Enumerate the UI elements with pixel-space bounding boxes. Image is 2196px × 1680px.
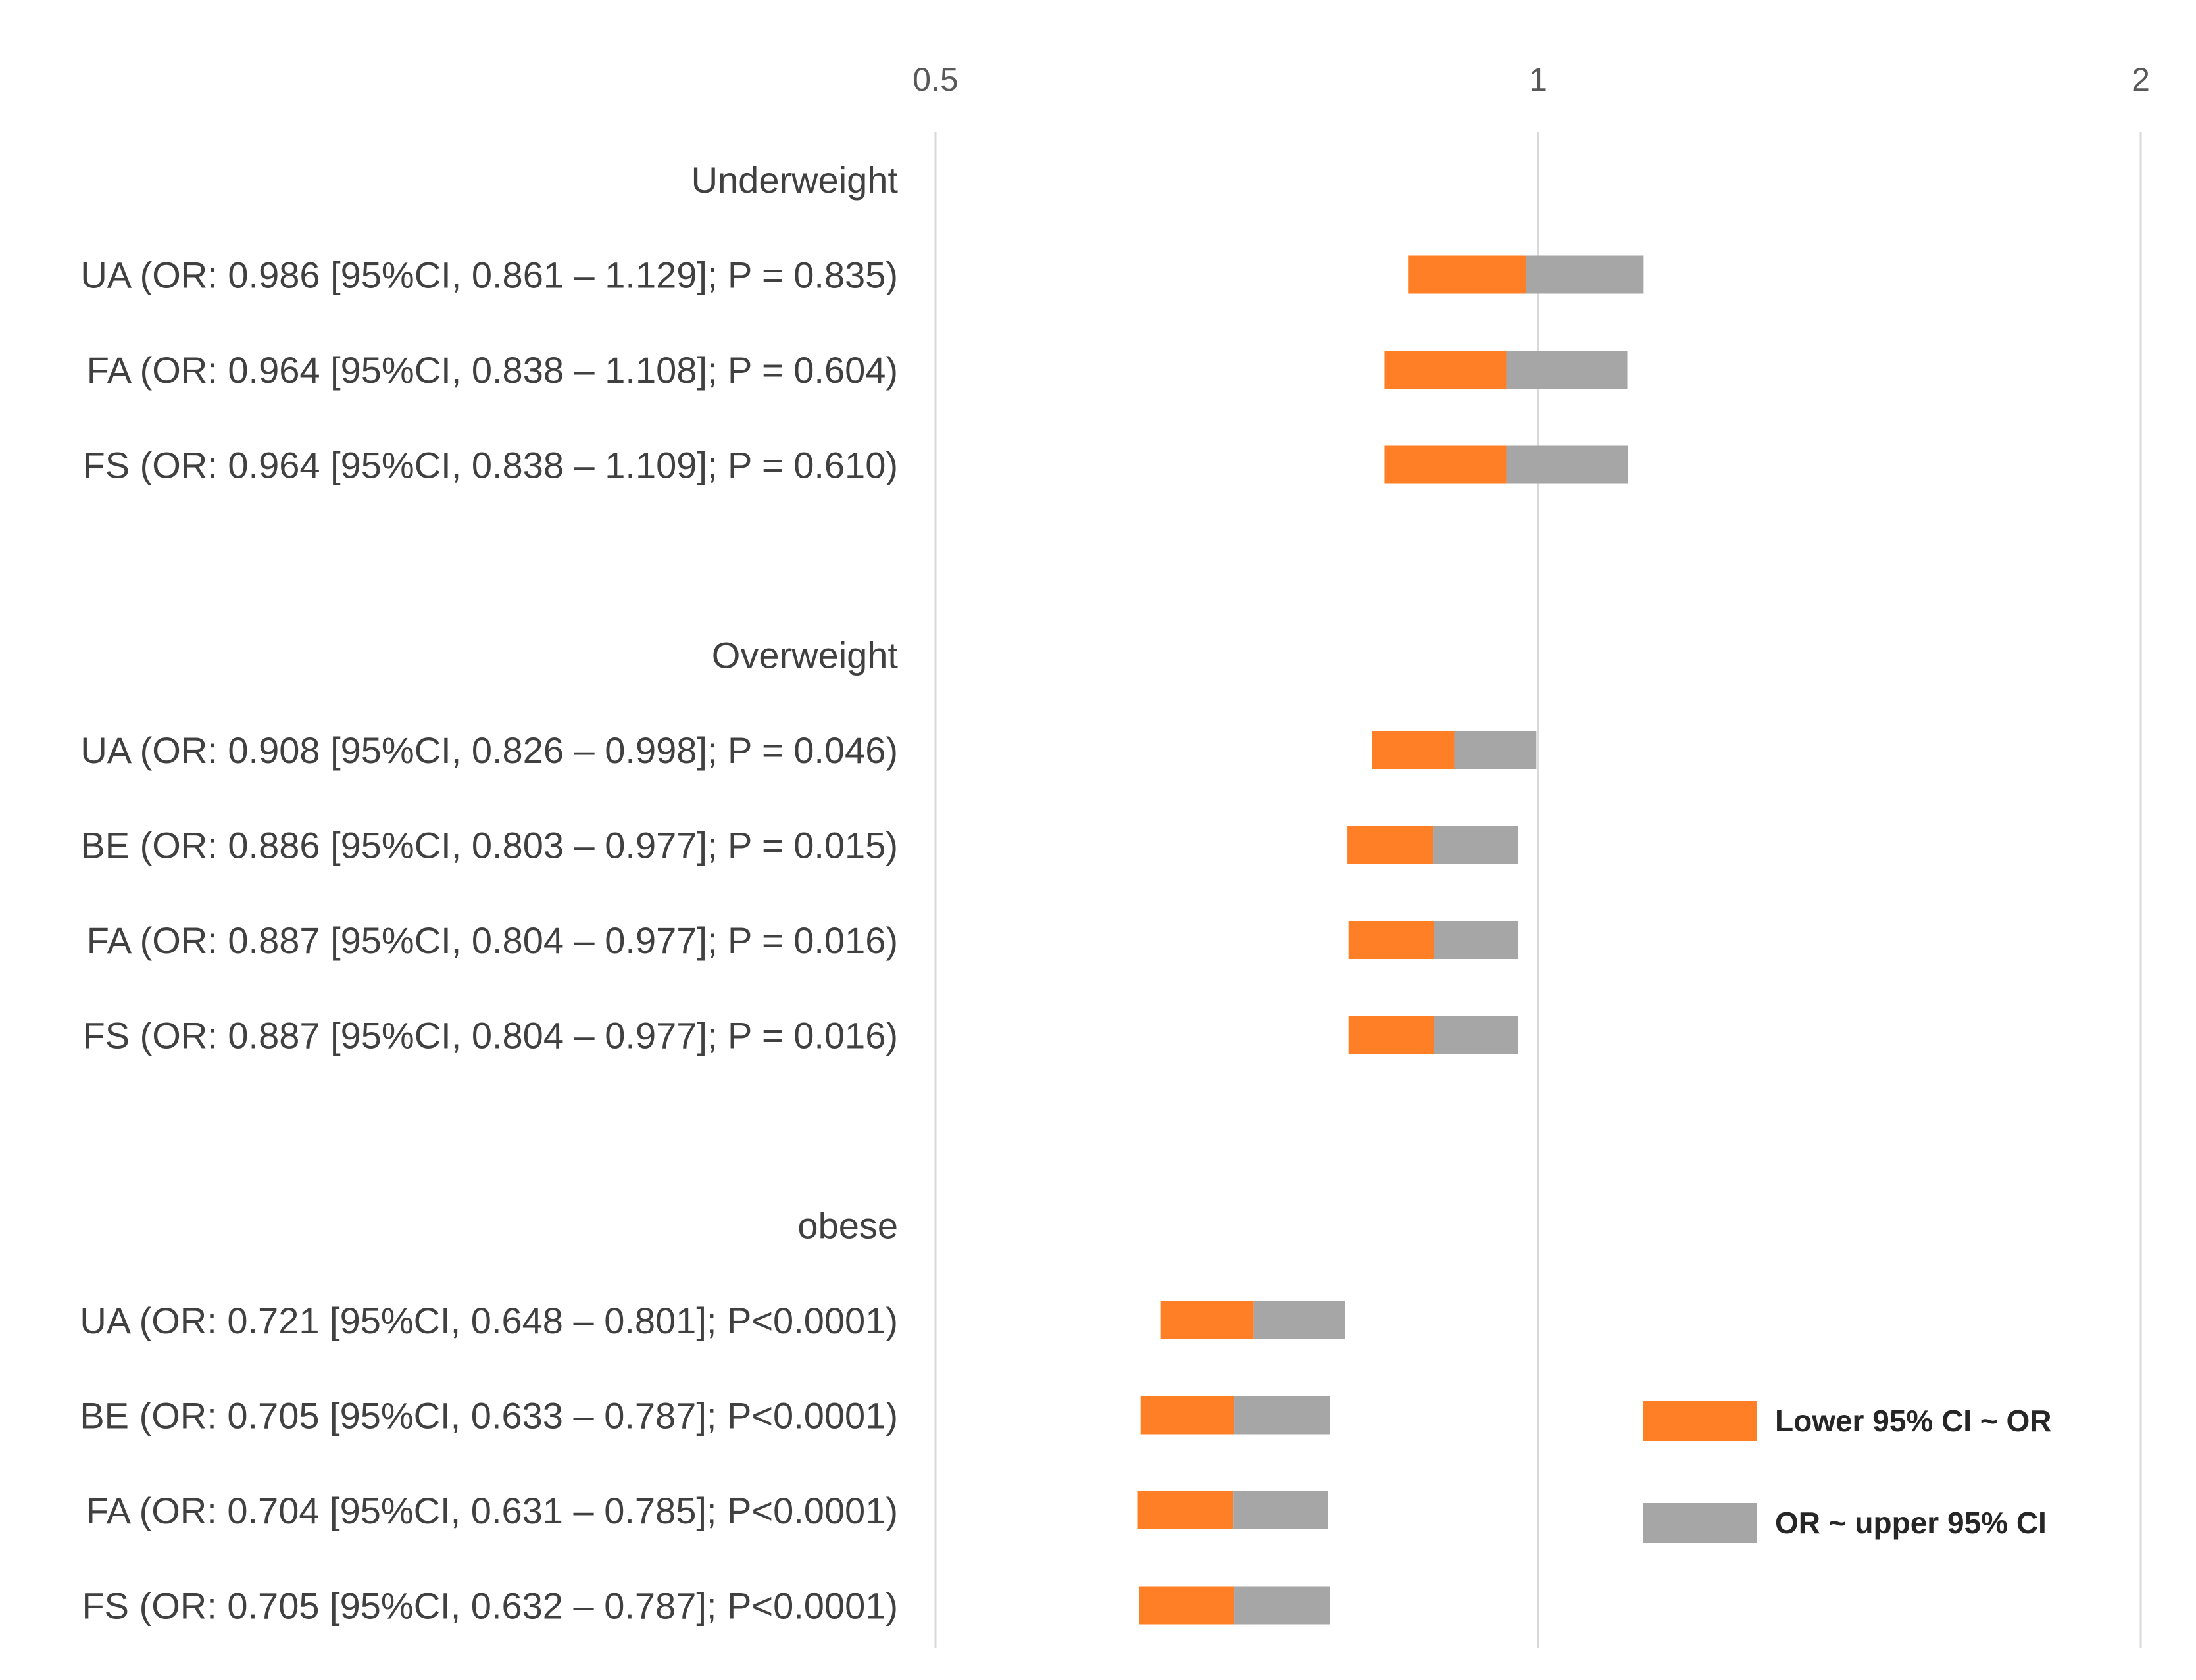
legend-swatch-1 [1643, 1503, 1757, 1543]
row-label: FS (OR: 0.705 [95%CI, 0.632 – 0.787]; P<… [82, 1585, 898, 1627]
bar-lower-ci-to-or [1348, 1016, 1434, 1054]
row-label: FS (OR: 0.887 [95%CI, 0.804 – 0.977]; P … [83, 1015, 899, 1056]
x-tick-label: 0.5 [912, 61, 959, 98]
bar-or-to-upper-ci [1506, 351, 1628, 389]
group-label: Overweight [712, 635, 899, 676]
bar-lower-ci-to-or [1137, 1491, 1234, 1529]
group-label: obese [797, 1205, 898, 1247]
bars [1137, 255, 1644, 1625]
row-label: BE (OR: 0.705 [95%CI, 0.633 – 0.787]; P<… [80, 1395, 898, 1437]
bar-lower-ci-to-or [1384, 351, 1507, 389]
bar-or-to-upper-ci [1234, 1396, 1330, 1435]
legend: Lower 95% CI ~ OR OR ~ upper 95% CI [1643, 1401, 2052, 1543]
row-label: FS (OR: 0.964 [95%CI, 0.838 – 1.109]; P … [83, 445, 899, 486]
legend-swatch-0 [1643, 1401, 1757, 1441]
bar-lower-ci-to-or [1160, 1301, 1254, 1339]
row-label: FA (OR: 0.964 [95%CI, 0.838 – 1.108]; P … [87, 349, 898, 391]
bar-or-to-upper-ci [1434, 921, 1518, 959]
row-label: UA (OR: 0.721 [95%CI, 0.648 – 0.801]; P<… [80, 1300, 898, 1341]
row-label: FA (OR: 0.887 [95%CI, 0.804 – 0.977]; P … [87, 920, 898, 961]
row-label: FA (OR: 0.704 [95%CI, 0.631 – 0.785]; P<… [86, 1490, 898, 1531]
legend-label-0: Lower 95% CI ~ OR [1775, 1404, 2052, 1438]
bar-lower-ci-to-or [1347, 826, 1434, 864]
bar-lower-ci-to-or [1408, 255, 1526, 294]
bar-or-to-upper-ci [1433, 826, 1518, 864]
group-label: Underweight [691, 159, 899, 201]
bar-or-to-upper-ci [1526, 255, 1644, 294]
x-axis-ticks: 0.5 1 2 [912, 61, 2150, 98]
bar-lower-ci-to-or [1140, 1396, 1235, 1435]
bar-lower-ci-to-or [1139, 1586, 1235, 1625]
row-labels: Underweight UA (OR: 0.986 [95%CI, 0.861 –… [80, 159, 898, 1627]
bar-or-to-upper-ci [1454, 731, 1537, 769]
legend-label-1: OR ~ upper 95% CI [1775, 1506, 2047, 1540]
x-tick-label: 2 [2132, 61, 2150, 98]
x-tick-label: 1 [1529, 61, 1547, 98]
bar-lower-ci-to-or [1372, 731, 1455, 769]
bar-lower-ci-to-or [1384, 445, 1507, 484]
bar-or-to-upper-ci [1234, 1586, 1330, 1625]
row-label: UA (OR: 0.908 [95%CI, 0.826 – 0.998]; P … [80, 729, 898, 771]
row-label: BE (OR: 0.886 [95%CI, 0.803 – 0.977]; P … [80, 825, 898, 866]
row-label: UA (OR: 0.986 [95%CI, 0.861 – 1.129]; P … [80, 255, 898, 296]
bar-lower-ci-to-or [1348, 921, 1434, 959]
bar-or-to-upper-ci [1253, 1301, 1345, 1339]
bar-or-to-upper-ci [1434, 1016, 1518, 1054]
bar-or-to-upper-ci [1506, 445, 1628, 484]
bar-or-to-upper-ci [1233, 1491, 1328, 1529]
